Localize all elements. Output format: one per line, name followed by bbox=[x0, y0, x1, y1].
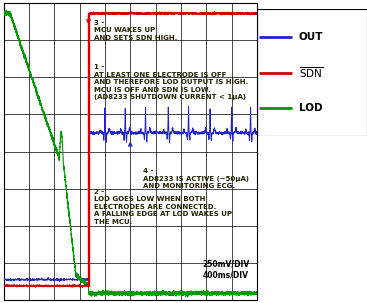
Text: LOD: LOD bbox=[299, 103, 322, 113]
Text: 2 -
LOD GOES LOW WHEN BOTH
ELECTRODES ARE CONNECTED.
A FALLING EDGE AT LOD WAKES: 2 - LOD GOES LOW WHEN BOTH ELECTRODES AR… bbox=[94, 188, 232, 225]
Text: 250mV/DIV
400ms/DIV: 250mV/DIV 400ms/DIV bbox=[203, 259, 250, 280]
Text: 4 -
AD8233 IS ACTIVE (~50μA)
AND MONITORING ECG.: 4 - AD8233 IS ACTIVE (~50μA) AND MONITOR… bbox=[143, 168, 249, 189]
Text: $\overline{\rm SDN}$: $\overline{\rm SDN}$ bbox=[299, 65, 323, 80]
Text: 1 -
AT LEAST ONE ELECTRODE IS OFF
AND THEREFORE LOD OUTPUT IS HIGH.
MCU IS OFF A: 1 - AT LEAST ONE ELECTRODE IS OFF AND TH… bbox=[94, 64, 248, 100]
Text: OUT: OUT bbox=[299, 32, 323, 42]
Text: 3 -
MCU WAKES UP
AND SETS SDN HIGH.: 3 - MCU WAKES UP AND SETS SDN HIGH. bbox=[94, 20, 177, 41]
